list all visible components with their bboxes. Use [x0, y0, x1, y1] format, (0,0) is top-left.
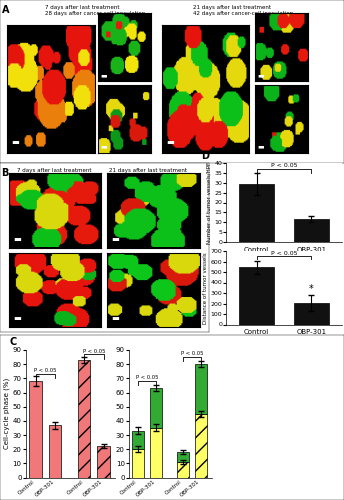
Y-axis label: Distance of tumor vessels: Distance of tumor vessels: [203, 252, 208, 324]
Text: ▬: ▬: [11, 138, 19, 146]
Text: B: B: [1, 168, 8, 178]
Text: ▬: ▬: [166, 138, 174, 146]
Bar: [132, 449, 144, 478]
Text: ▬: ▬: [111, 314, 119, 324]
Y-axis label: Number of tumor vessels/HPF: Number of tumor vessels/HPF: [206, 162, 212, 244]
Text: P < 0.05: P < 0.05: [34, 368, 56, 374]
Text: ▬: ▬: [111, 235, 119, 244]
Text: A: A: [2, 5, 9, 15]
Bar: [239, 268, 275, 324]
Text: 21 days after last treatment
42 days after cancer-cell inoculation: 21 days after last treatment 42 days aft…: [193, 5, 293, 15]
Text: D: D: [201, 152, 209, 162]
Text: ▬: ▬: [257, 72, 264, 78]
Text: P < 0.05: P < 0.05: [271, 250, 297, 256]
Text: P < 0.05: P < 0.05: [271, 164, 297, 168]
Bar: [132, 430, 144, 449]
Text: C: C: [10, 338, 17, 347]
Bar: [239, 184, 275, 242]
Bar: [195, 364, 207, 414]
Text: P < 0.05: P < 0.05: [181, 352, 203, 356]
Bar: [97, 446, 110, 478]
Bar: [195, 414, 207, 478]
Bar: [78, 360, 90, 478]
Bar: [150, 428, 162, 478]
Bar: [177, 462, 189, 477]
Bar: [177, 452, 189, 462]
Bar: [293, 303, 329, 324]
Text: ▬: ▬: [101, 144, 107, 150]
Text: 7 days after last treatment
28 days after cancer-cell inoculation: 7 days after last treatment 28 days afte…: [45, 5, 145, 15]
Bar: [293, 220, 329, 242]
Bar: [150, 388, 162, 428]
Text: ▬: ▬: [13, 235, 21, 244]
Bar: [49, 425, 61, 478]
Text: P < 0.05: P < 0.05: [83, 348, 105, 354]
Text: 7 days after last treatment
28 days after inoculation: 7 days after last treatment 28 days afte…: [17, 168, 91, 179]
Text: P < 0.05: P < 0.05: [136, 376, 158, 380]
Text: ▬: ▬: [13, 314, 21, 324]
Text: 21 days after last treatment
42 days after inoculation: 21 days after last treatment 42 days aft…: [109, 168, 187, 179]
Text: *: *: [309, 284, 314, 294]
Text: ▬: ▬: [257, 144, 264, 150]
Y-axis label: Cell-cycle phase (%): Cell-cycle phase (%): [3, 378, 10, 450]
Text: ▬: ▬: [101, 72, 107, 78]
Bar: [29, 381, 42, 478]
